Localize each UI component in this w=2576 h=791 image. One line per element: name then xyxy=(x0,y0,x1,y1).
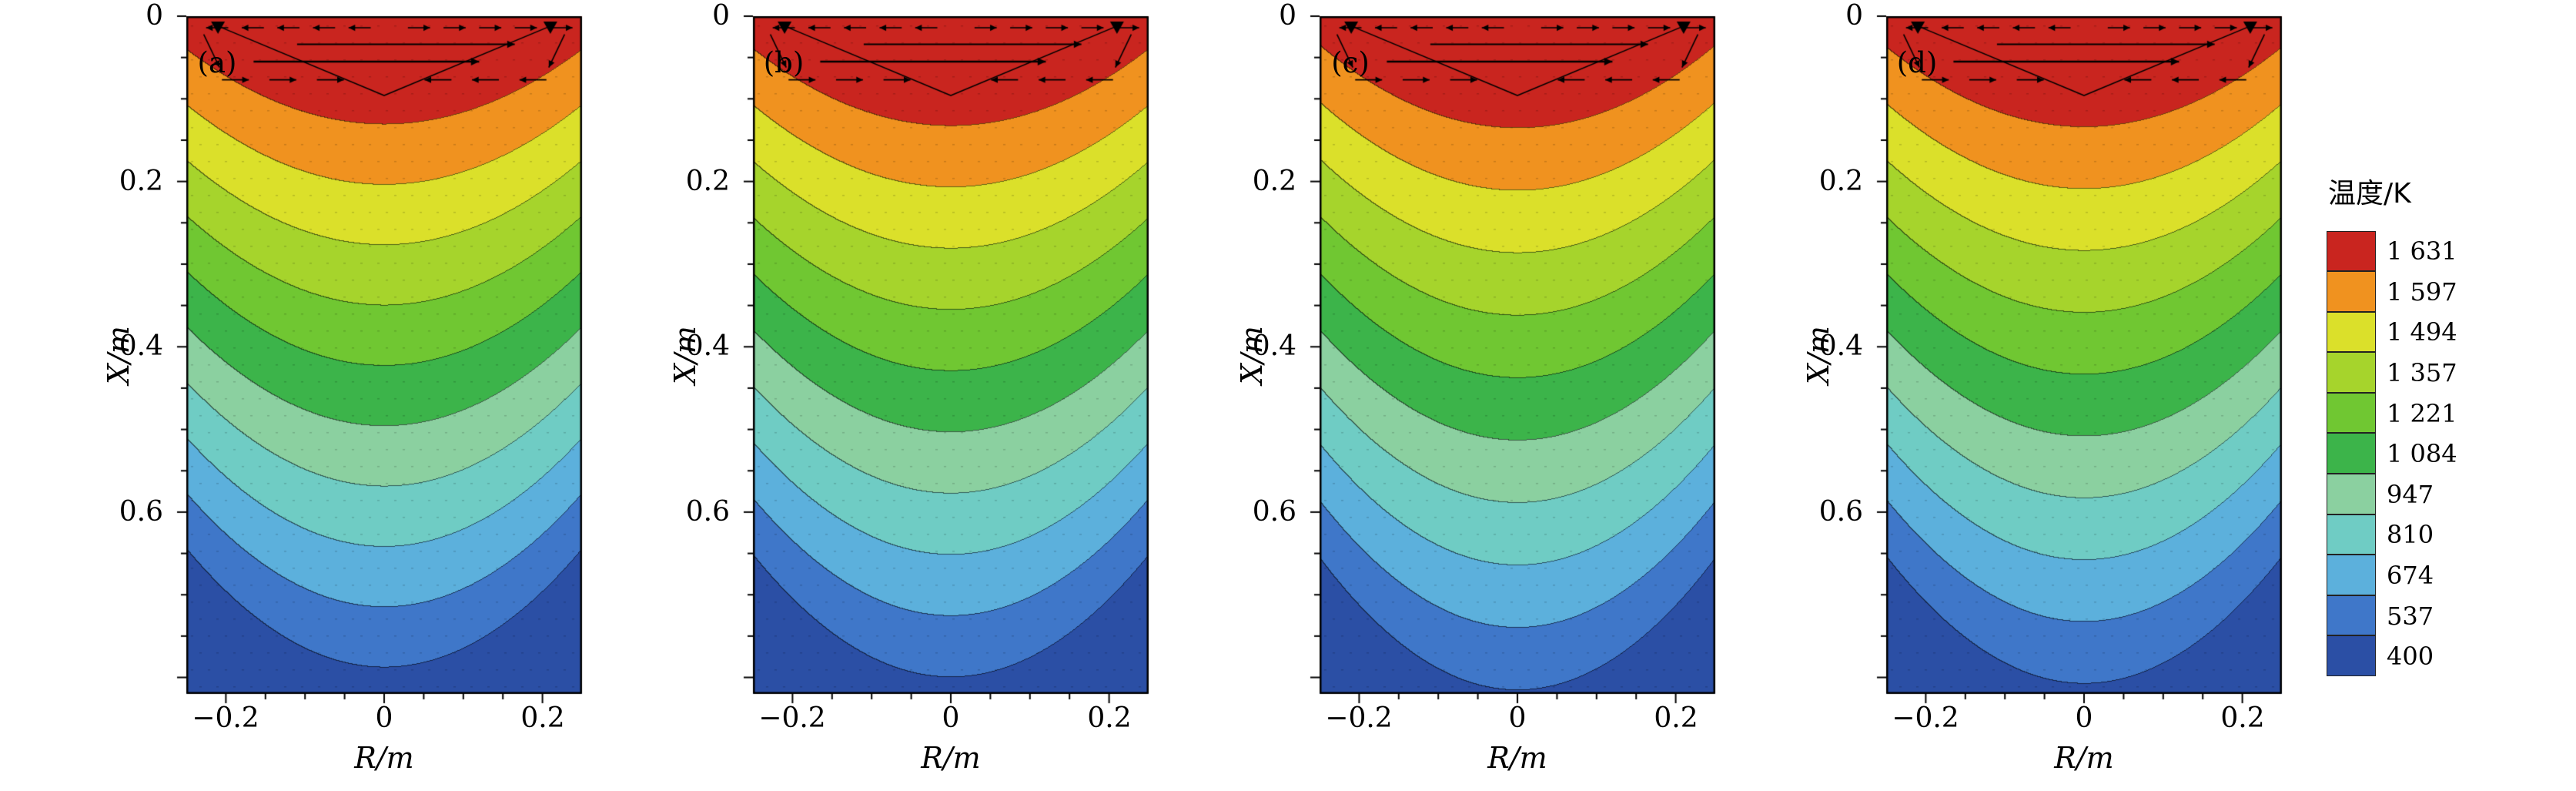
legend-value: 1 357 xyxy=(2387,358,2457,388)
colorbar-legend: 温度/K 1 631 1 597 1 494 1 357 1 221 1 084… xyxy=(2327,171,2576,677)
legend-row: 400 xyxy=(2327,635,2576,677)
x-tick-label: 0.2 xyxy=(2220,702,2265,734)
y-tick-label: 0 xyxy=(712,0,730,32)
legend-value: 674 xyxy=(2387,561,2434,591)
x-tick-label: 0 xyxy=(375,702,393,734)
legend-color-swatch xyxy=(2327,635,2376,677)
legend-value: 537 xyxy=(2387,601,2434,631)
y-tick-label: 0.6 xyxy=(1252,496,1296,528)
x-tick-label: −0.2 xyxy=(192,702,259,734)
legend-row: 537 xyxy=(2327,595,2576,636)
x-tick-label: 0.2 xyxy=(520,702,565,734)
legend-value: 1 221 xyxy=(2387,398,2457,428)
colorbar-title: 温度/K xyxy=(2328,178,2411,209)
panel-d: X/m 0 0.2 0.4 0.6 (d) −0.2 0 0.2 R/m xyxy=(1748,0,2317,791)
y-tick-label: 0 xyxy=(1279,0,1296,32)
x-tick-label: −0.2 xyxy=(758,702,826,734)
legend-row: 1 084 xyxy=(2327,433,2576,474)
panel-b: X/m 0 0.2 0.4 0.6 (b) −0.2 0 0.2 R/m xyxy=(614,0,1184,791)
legend-row: 1 357 xyxy=(2327,352,2576,394)
x-axis-title: R/m xyxy=(921,741,981,775)
panel-c: X/m 0 0.2 0.4 0.6 (c) −0.2 0 0.2 R/m xyxy=(1181,0,1751,791)
y-tick-label: 0.6 xyxy=(685,496,730,528)
y-tick-label: 0.6 xyxy=(119,496,163,528)
legend-value: 1 597 xyxy=(2387,277,2457,307)
legend-row: 1 221 xyxy=(2327,392,2576,434)
y-tick-label: 0.6 xyxy=(1818,496,1863,528)
y-tick-label: 0 xyxy=(146,0,163,32)
legend-color-swatch xyxy=(2327,230,2376,272)
contour-plot xyxy=(1301,15,1717,714)
legend-color-swatch xyxy=(2327,595,2376,636)
x-tick-label: 0 xyxy=(1508,702,1527,734)
panel-label: (d) xyxy=(1896,46,1938,79)
legend-color-swatch xyxy=(2327,271,2376,312)
x-tick-label: 0 xyxy=(2075,702,2093,734)
legend-row: 947 xyxy=(2327,474,2576,515)
panel-label: (c) xyxy=(1331,46,1370,79)
legend-color-swatch xyxy=(2327,514,2376,555)
panel-a: X/m 0 0.2 0.4 0.6 (a) −0.2 0 0.2 R/m xyxy=(48,0,617,791)
y-tick-label: 0.2 xyxy=(1252,166,1296,197)
x-tick-label: −0.2 xyxy=(1892,702,1959,734)
x-axis-title: R/m xyxy=(354,741,414,775)
legend-color-swatch xyxy=(2327,474,2376,514)
legend-color-swatch xyxy=(2327,555,2376,595)
legend-color-swatch xyxy=(2327,392,2376,434)
legend-value: 400 xyxy=(2387,642,2434,672)
y-tick-label: 0.2 xyxy=(685,166,730,197)
legend-value: 947 xyxy=(2387,479,2434,509)
legend-value: 1 631 xyxy=(2387,236,2457,266)
legend-row: 810 xyxy=(2327,514,2576,555)
y-tick-label: 0.4 xyxy=(685,330,730,362)
contour-plot xyxy=(168,15,584,714)
contour-plot xyxy=(734,15,1150,714)
legend-row: 674 xyxy=(2327,555,2576,596)
legend-row: 1 494 xyxy=(2327,311,2576,353)
panel-label: (a) xyxy=(197,46,237,79)
y-tick-label: 0.2 xyxy=(1818,166,1863,197)
panel-label: (b) xyxy=(763,46,805,79)
legend-value: 1 084 xyxy=(2387,439,2457,469)
x-axis-title: R/m xyxy=(1487,741,1547,775)
x-tick-label: −0.2 xyxy=(1325,702,1393,734)
y-tick-label: 0.2 xyxy=(119,166,163,197)
legend-color-swatch xyxy=(2327,433,2376,474)
legend-color-swatch xyxy=(2327,352,2376,393)
y-tick-label: 0.4 xyxy=(1252,330,1296,362)
x-tick-label: 0.2 xyxy=(1654,702,1698,734)
legend-row: 1 597 xyxy=(2327,271,2576,313)
y-tick-label: 0 xyxy=(1845,0,1863,32)
legend-value: 1 494 xyxy=(2387,317,2457,347)
legend-value: 810 xyxy=(2387,520,2434,550)
legend-row: 1 631 xyxy=(2327,230,2576,272)
contour-plot xyxy=(1868,15,2283,714)
y-tick-label: 0.4 xyxy=(119,330,163,362)
x-axis-title: R/m xyxy=(2054,741,2114,775)
x-tick-label: 0 xyxy=(942,702,960,734)
y-tick-label: 0.4 xyxy=(1818,330,1863,362)
legend-color-swatch xyxy=(2327,311,2376,353)
x-tick-label: 0.2 xyxy=(1087,702,1132,734)
